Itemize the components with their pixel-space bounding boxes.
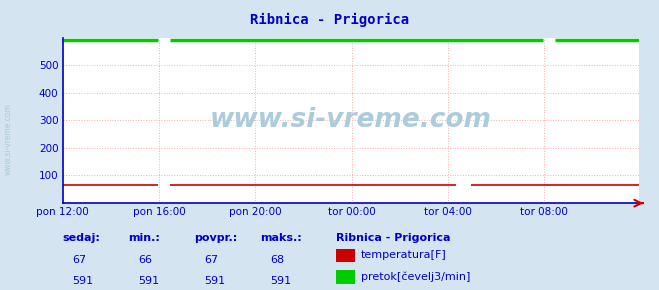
Text: Ribnica - Prigorica: Ribnica - Prigorica — [250, 13, 409, 27]
Text: www.si-vreme.com: www.si-vreme.com — [210, 107, 492, 133]
Text: sedaj:: sedaj: — [63, 233, 100, 243]
Text: 591: 591 — [138, 276, 159, 285]
Text: www.si-vreme.com: www.si-vreme.com — [3, 103, 13, 175]
Text: temperatura[F]: temperatura[F] — [361, 250, 447, 260]
Text: 591: 591 — [270, 276, 291, 285]
Text: 67: 67 — [204, 255, 218, 265]
Text: maks.:: maks.: — [260, 233, 302, 243]
Text: min.:: min.: — [129, 233, 160, 243]
Text: 66: 66 — [138, 255, 152, 265]
Text: pretok[čevelj3/min]: pretok[čevelj3/min] — [361, 272, 471, 282]
Text: 67: 67 — [72, 255, 86, 265]
Text: 591: 591 — [72, 276, 94, 285]
Text: povpr.:: povpr.: — [194, 233, 238, 243]
Text: Ribnica - Prigorica: Ribnica - Prigorica — [336, 233, 451, 243]
Text: 591: 591 — [204, 276, 225, 285]
Text: 68: 68 — [270, 255, 284, 265]
